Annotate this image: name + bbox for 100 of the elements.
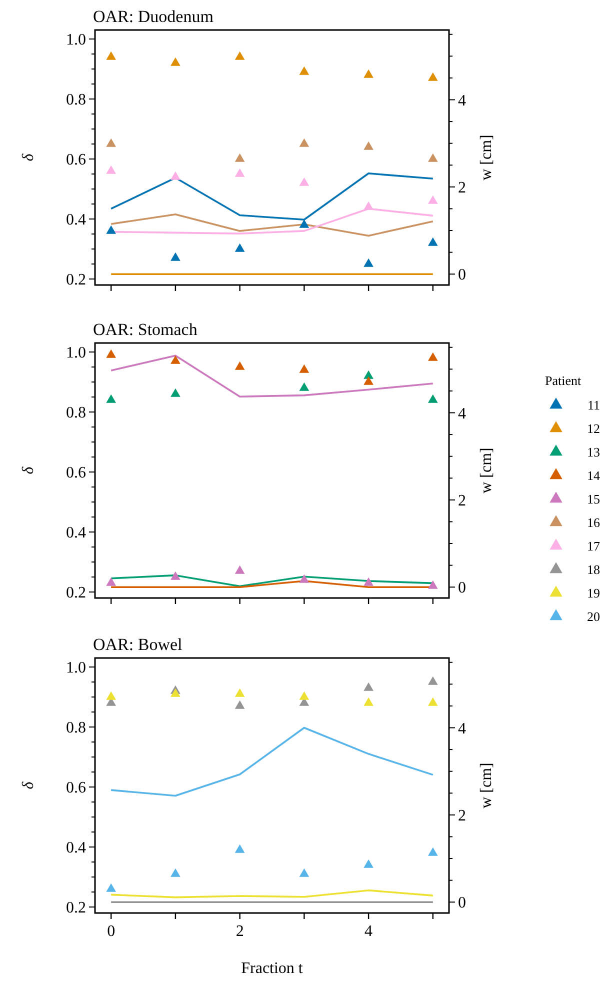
- point: [364, 376, 374, 385]
- line-series: [110, 726, 434, 797]
- x-axis-title: Fraction t: [241, 960, 304, 977]
- point: [106, 138, 116, 147]
- legend-label: 18: [587, 562, 600, 578]
- legend-label: 14: [587, 468, 600, 484]
- y2-tick-label: 0: [458, 266, 466, 284]
- point: [299, 66, 310, 75]
- y2-tick-label: 4: [458, 92, 466, 110]
- point: [364, 201, 374, 210]
- point: [299, 868, 310, 877]
- point: [364, 577, 374, 586]
- point: [364, 859, 374, 868]
- y2-tick-label: 2: [458, 492, 466, 510]
- y2-axis-title: w [cm]: [478, 134, 495, 180]
- point: [364, 370, 374, 379]
- point: [234, 565, 245, 574]
- point: [299, 219, 310, 228]
- point: [428, 394, 438, 403]
- point: [170, 355, 180, 364]
- chart-title: OAR: Duodenum: [93, 7, 214, 26]
- legend-label: 13: [587, 444, 600, 460]
- y-tick-label: 0.4: [66, 212, 86, 229]
- y-tick-label: 1.0: [66, 32, 86, 49]
- point: [364, 141, 374, 150]
- point: [106, 225, 116, 234]
- point: [234, 51, 245, 60]
- legend-label: 20: [587, 609, 600, 624]
- y2-tick-label: 4: [458, 405, 466, 422]
- chart-title: OAR: Bowel: [93, 635, 183, 654]
- point: [428, 676, 438, 685]
- y-tick-label: 0.6: [66, 464, 86, 482]
- y-axis-title: δ: [20, 781, 37, 790]
- y-tick-label: 0.8: [66, 92, 86, 109]
- line-series: [110, 889, 434, 898]
- legend-label: 19: [587, 586, 600, 601]
- point: [428, 352, 438, 361]
- legend-label: 11: [587, 398, 600, 413]
- line-series: [110, 213, 434, 237]
- point: [299, 364, 310, 373]
- y-axis-title: δ: [20, 153, 37, 162]
- y-tick-label: 0.6: [66, 780, 86, 797]
- x-tick-label: 0: [107, 923, 116, 940]
- y-tick-label: 0.4: [66, 840, 86, 857]
- y-tick-label: 0.2: [66, 900, 86, 917]
- point: [428, 153, 438, 162]
- point: [170, 571, 180, 580]
- y2-tick-label: 0: [458, 580, 466, 597]
- point: [299, 138, 310, 147]
- point: [428, 580, 438, 589]
- legend-label: 15: [587, 492, 600, 507]
- x-tick-label: 2: [236, 923, 244, 940]
- y-tick-label: 1.0: [66, 344, 86, 362]
- y-axis-title: δ: [20, 466, 37, 474]
- y2-axis-title: w [cm]: [478, 448, 495, 494]
- point: [234, 361, 245, 370]
- point: [234, 168, 245, 177]
- y-tick-label: 0.8: [66, 404, 86, 422]
- point: [106, 394, 116, 403]
- point: [170, 57, 180, 66]
- y2-axis-title: w [cm]: [478, 762, 495, 808]
- y2-tick-label: 4: [458, 720, 466, 738]
- point: [170, 252, 180, 261]
- point: [170, 388, 180, 397]
- point: [299, 691, 310, 700]
- legend-label: 12: [587, 421, 600, 436]
- y2-tick-label: 2: [458, 808, 466, 825]
- point: [106, 51, 116, 60]
- point: [170, 688, 180, 697]
- point: [234, 700, 245, 709]
- legend-title: Patient: [545, 373, 582, 388]
- point: [234, 688, 245, 697]
- y-tick-label: 0.4: [66, 524, 86, 542]
- point: [428, 847, 438, 856]
- point: [106, 577, 116, 586]
- point: [170, 171, 180, 180]
- y2-tick-label: 2: [458, 180, 466, 197]
- point: [106, 349, 116, 358]
- point: [106, 165, 116, 174]
- point: [364, 682, 374, 691]
- point: [364, 69, 374, 78]
- point: [428, 195, 438, 204]
- point: [428, 237, 438, 246]
- y2-tick-label: 0: [458, 894, 466, 912]
- point: [428, 72, 438, 81]
- y-tick-label: 0.6: [66, 152, 86, 169]
- point: [364, 258, 374, 267]
- point: [234, 153, 245, 162]
- y-tick-label: 0.2: [66, 272, 86, 289]
- point: [234, 243, 245, 252]
- point: [364, 697, 374, 706]
- point: [428, 697, 438, 706]
- y-tick-label: 1.0: [66, 660, 86, 677]
- legend-label: 16: [587, 515, 600, 530]
- point: [299, 177, 310, 186]
- point: [106, 691, 116, 700]
- point: [234, 844, 245, 853]
- line-series: [110, 354, 434, 398]
- point: [170, 868, 180, 877]
- y-tick-label: 0.2: [66, 584, 86, 602]
